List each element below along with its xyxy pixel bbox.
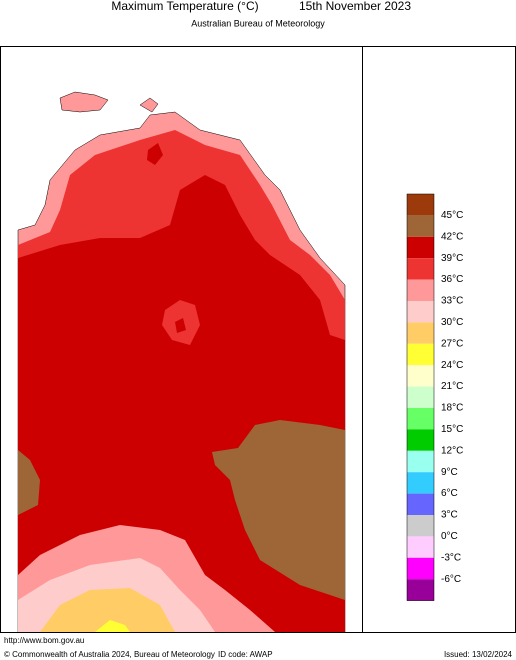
legend-swatch xyxy=(407,301,434,323)
legend-label: 39°C xyxy=(441,253,463,264)
subtitle: Australian Bureau of Meteorology xyxy=(191,18,325,28)
copyright: © Commonwealth of Australia 2024, Bureau… xyxy=(4,650,215,659)
legend-swatch xyxy=(407,343,434,366)
legend-label: 12°C xyxy=(441,445,463,456)
title: Maximum Temperature (°C) xyxy=(111,0,258,13)
legend-label: 33°C xyxy=(441,296,463,307)
legend-swatch xyxy=(407,536,434,558)
legend-label: 18°C xyxy=(441,403,463,414)
legend-label: 15°C xyxy=(441,424,463,435)
legend-swatch xyxy=(407,493,434,515)
legend-label: 36°C xyxy=(441,274,463,285)
legend-label: 24°C xyxy=(441,360,463,371)
legend-label: 21°C xyxy=(441,381,463,392)
legend-swatch xyxy=(407,579,434,601)
legend-swatch xyxy=(407,450,434,473)
legend-label: 9°C xyxy=(441,467,458,478)
legend-label: 42°C xyxy=(441,231,463,242)
id-code: ID code: AWAP xyxy=(218,650,273,659)
zone-27 xyxy=(40,588,175,632)
legend-label: 45°C xyxy=(441,210,463,221)
legend-border xyxy=(406,193,435,601)
island xyxy=(59,91,109,113)
legend-swatch xyxy=(407,386,434,408)
legend-swatch xyxy=(407,279,434,301)
legend-swatch xyxy=(407,515,434,537)
legend-swatch xyxy=(407,194,434,216)
legend-swatch xyxy=(407,408,434,430)
legend-label: 3°C xyxy=(441,510,458,521)
url: http://www.bom.gov.au xyxy=(4,636,84,645)
legend-swatch xyxy=(407,236,434,259)
legend-swatch xyxy=(407,472,434,494)
zone-42-east xyxy=(212,420,345,600)
legend-label: 27°C xyxy=(441,338,463,349)
legend-label: 30°C xyxy=(441,317,463,328)
legend-label: -3°C xyxy=(441,552,461,563)
date: 15th November 2023 xyxy=(299,0,411,13)
legend-swatch xyxy=(407,429,434,451)
legend-swatch xyxy=(407,215,434,237)
legend-swatch xyxy=(407,365,434,387)
legend-swatch xyxy=(407,322,434,344)
legend-swatch xyxy=(407,258,434,280)
legend-label: -6°C xyxy=(441,574,461,585)
legend-label: 0°C xyxy=(441,531,458,542)
legend-swatch xyxy=(407,557,434,580)
island xyxy=(139,97,159,113)
zone-24 xyxy=(95,620,130,632)
map xyxy=(17,91,346,633)
legend: 45°C 42°C 39°C 36°C 33°C 30°C 27°C 24°C 21°C 18°C… xyxy=(406,193,463,601)
issued: Issued: 13/02/2024 xyxy=(444,650,513,659)
zone-42-west xyxy=(18,450,40,515)
legend-label: 6°C xyxy=(441,488,458,499)
zone-39-center xyxy=(175,318,186,333)
zone-39-north xyxy=(147,143,163,165)
